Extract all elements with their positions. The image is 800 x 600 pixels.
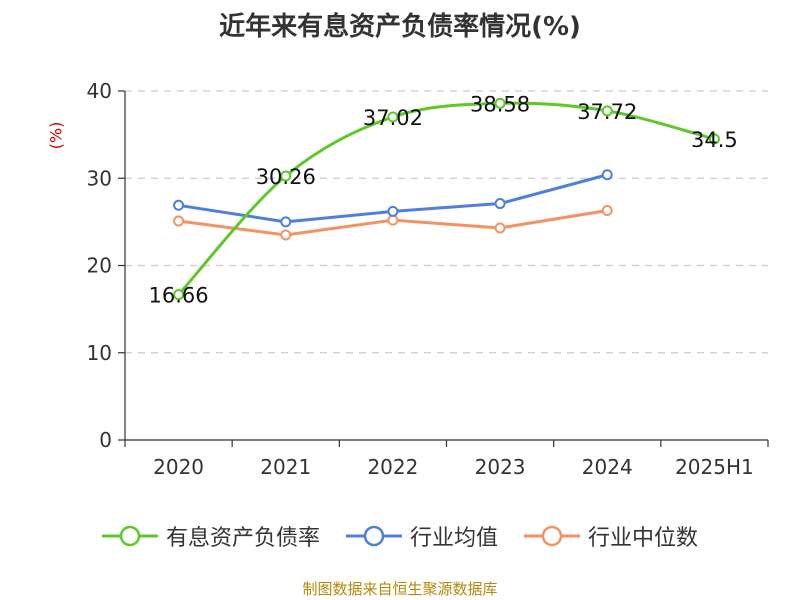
y-tick-label: 30 xyxy=(87,166,112,190)
data-point-series-2 xyxy=(601,169,613,181)
y-tick-label: 0 xyxy=(99,428,112,452)
x-tick-label: 2024 xyxy=(582,455,633,479)
data-label: 34.5 xyxy=(691,128,738,152)
x-tick-label: 2023 xyxy=(475,455,526,479)
data-point-series-3 xyxy=(494,222,506,234)
x-tick-label: 2025H1 xyxy=(675,455,754,479)
data-label: 38.58 xyxy=(470,92,530,116)
data-point-series-2 xyxy=(173,199,185,211)
grid-layer xyxy=(125,90,768,354)
data-point-series-3 xyxy=(601,205,613,217)
legend-line-marker-icon xyxy=(345,525,402,547)
legend-line-marker-icon xyxy=(524,525,580,547)
data-point-series-1 xyxy=(601,105,613,117)
data-point-series-3 xyxy=(280,229,292,241)
x-tick-label: 2020 xyxy=(153,455,204,479)
legend: 有息资产负债率 行业均值 行业中位数 xyxy=(0,520,800,552)
legend-label: 行业均值 xyxy=(409,526,498,551)
y-tick-label: 20 xyxy=(87,254,112,278)
x-tick-label: 2021 xyxy=(260,455,311,479)
axis-layer: 0 10 20 30 40 2020 2021 2022 2023 2024 2025H1 xyxy=(87,79,769,479)
data-point-series-2 xyxy=(387,205,399,217)
legend-item-series-3[interactable]: 行业中位数 xyxy=(524,520,698,552)
data-point-series-3 xyxy=(173,215,185,227)
chart-title: 近年来有息资产负债率情况(%) xyxy=(219,12,581,42)
y-tick-label: 40 xyxy=(87,79,112,103)
data-label: 16.66 xyxy=(149,284,209,308)
legend-line-marker-icon xyxy=(101,525,158,547)
data-point-series-1 xyxy=(387,111,399,123)
legend-item-series-1[interactable]: 有息资产负债率 xyxy=(101,520,320,552)
y-tick-label: 10 xyxy=(87,341,112,365)
data-point-series-1 xyxy=(173,289,185,301)
legend-label: 行业中位数 xyxy=(588,526,699,551)
data-point-series-3 xyxy=(387,214,399,226)
data-point-series-2 xyxy=(280,216,292,228)
data-label-layer: 16.66 30.26 37.02 38.58 37.72 34.5 xyxy=(149,92,738,307)
series-line-1 xyxy=(177,101,716,297)
data-label: 30.26 xyxy=(256,165,316,189)
data-point-series-1 xyxy=(280,170,292,182)
data-point-series-2 xyxy=(494,198,506,210)
data-point-series-1 xyxy=(708,133,720,145)
x-tick-label: 2022 xyxy=(367,455,418,479)
data-label: 37.72 xyxy=(577,100,637,124)
legend-label: 有息资产负债率 xyxy=(165,526,320,551)
data-label: 37.02 xyxy=(363,106,423,130)
data-point-series-1 xyxy=(494,97,506,109)
legend-item-series-2[interactable]: 行业均值 xyxy=(345,520,498,552)
series-layer xyxy=(173,97,720,301)
data-source-note: 制图数据来自恒生聚源数据库 xyxy=(302,580,498,598)
